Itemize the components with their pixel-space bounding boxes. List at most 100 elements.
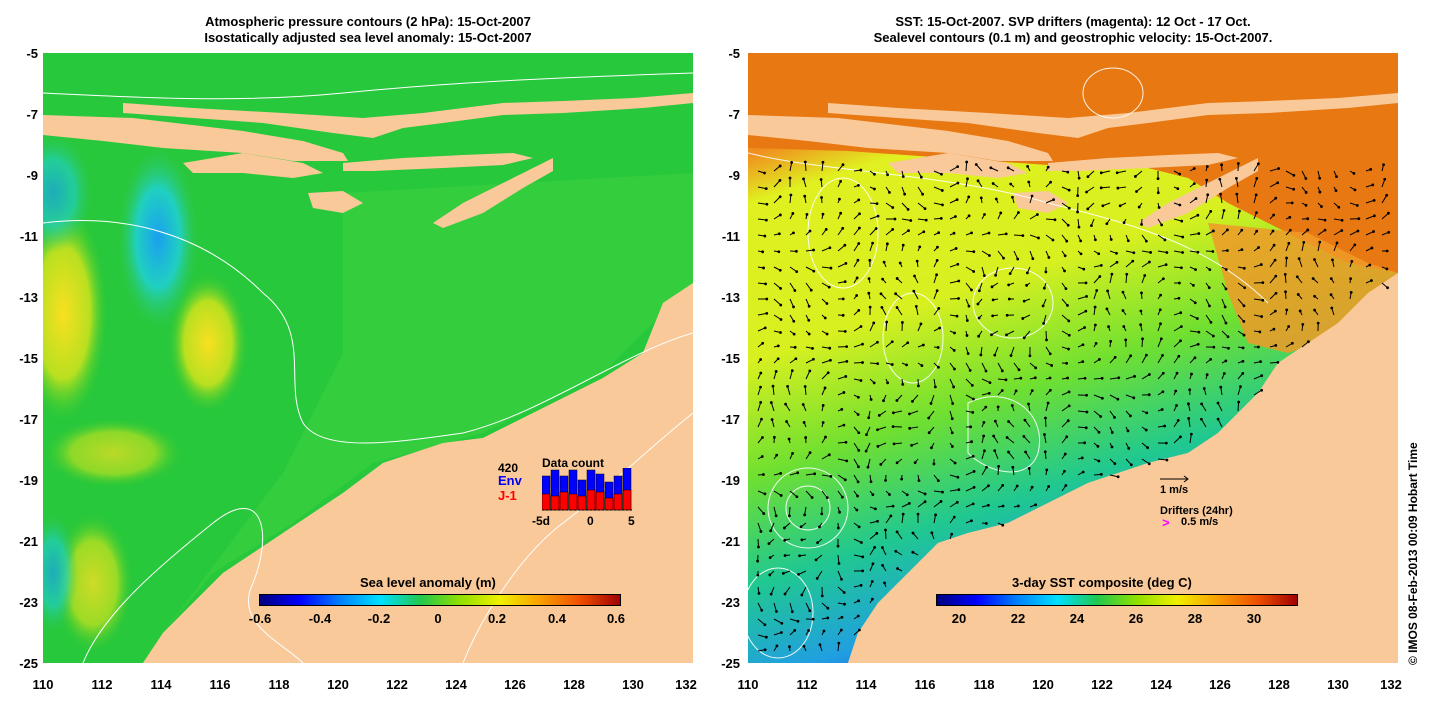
velocity-arrow-head [1241,359,1245,363]
velocity-arrow-head [1081,360,1085,364]
velocity-arrow [1205,194,1209,204]
velocity-arrow-head [839,628,843,632]
sst-colorbar-tick: 20 [951,611,967,626]
velocity-arrow-head [867,291,871,295]
velocity-arrow-head [955,314,959,318]
velocity-arrow [1008,451,1015,460]
velocity-arrow-head [814,558,818,562]
right-y-tick: -19 [721,473,740,488]
velocity-arrow-head [776,357,780,361]
velocity-arrow [933,274,938,284]
velocity-arrow-head [1034,366,1038,370]
left-y-tick: -5 [26,46,38,61]
velocity-arrow-head [992,434,996,438]
velocity-arrow [933,501,942,508]
velocity-arrow-head [1094,342,1098,345]
velocity-arrow-head [761,250,765,254]
velocity-arrow [885,322,888,332]
velocity-arrow-head [917,384,920,388]
velocity-arrow-head [1274,344,1278,347]
velocity-arrow-head [795,495,799,499]
velocity-arrow-head [970,383,974,387]
velocity-arrow-head [1304,203,1308,207]
velocity-arrow-head [884,528,887,532]
geostrophic-velocity-field [756,160,1391,652]
velocity-arrow [869,341,878,348]
velocity-arrow-head [930,446,933,450]
velocity-arrow-head [760,417,763,421]
left-y-tick: -25 [19,656,38,671]
velocity-arrow-head [837,641,841,645]
velocity-arrow-head [1053,218,1057,222]
velocity-arrow-head [857,198,861,202]
velocity-arrow-head [955,198,959,202]
velocity-arrow-head [774,514,778,518]
right-x-tick: 130 [1327,677,1349,692]
velocity-arrow-head [955,500,959,504]
velocity-arrow-head [938,326,942,330]
velocity-arrow-head [986,503,990,507]
velocity-arrow-head [1082,267,1086,271]
velocity-arrow [757,634,767,638]
velocity-arrow-head [1176,418,1180,422]
data-count-number: 420 [498,461,519,475]
velocity-arrow-head [793,289,797,292]
velocity-arrow [787,386,791,396]
velocity-arrow-head [929,402,933,405]
velocity-arrow [997,250,1004,259]
velocity-arrow-head [779,303,783,307]
velocity-arrow-head [905,363,908,367]
velocity-arrow-head [952,349,956,352]
velocity-arrow-head [1002,256,1005,260]
velocity-arrow-head [1106,289,1109,293]
velocity-arrow-head [1318,190,1322,194]
velocity-arrow-head [869,480,873,484]
left-y-tick: -19 [19,473,38,488]
velocity-arrow-head [791,451,794,455]
velocity-arrow-head [1063,269,1066,273]
velocity-arrow-head [1080,456,1084,460]
velocity-arrow-head [760,608,764,612]
velocity-arrow-head [802,177,805,181]
velocity-arrow-head [1227,346,1230,350]
velocity-arrow-head [1027,467,1031,470]
right-x-tick: 116 [914,677,936,692]
velocity-scale-arrow [1160,475,1189,483]
velocity-arrow-head [1135,190,1138,193]
velocity-arrow-head [1313,308,1316,312]
velocity-arrow-head [1084,426,1088,430]
velocity-arrow [901,202,909,210]
velocity-arrow-head [859,379,863,382]
sla-colorbar-title: Sea level anomaly (m) [360,575,496,590]
velocity-arrow [1253,163,1259,172]
velocity-arrow-head [1234,176,1238,180]
velocity-arrow-head [792,305,795,309]
velocity-arrow-head [984,369,988,373]
velocity-arrow [1253,298,1263,301]
velocity-arrow-head [1066,223,1070,227]
velocity-arrow [805,282,812,291]
velocity-arrow-head [1323,228,1327,232]
pressure-contour [43,72,693,100]
velocity-arrow-head [882,260,886,264]
velocity-arrow-head [957,488,961,492]
velocity-arrow [1317,242,1321,252]
velocity-arrow-head [1370,246,1374,250]
velocity-arrow-head [1258,330,1262,334]
velocity-arrow-head [807,318,811,322]
right-y-tick: -15 [721,351,740,366]
velocity-arrow-head [1181,251,1185,254]
velocity-arrow-head [1125,272,1129,276]
velocity-arrow-head [1005,333,1008,337]
velocity-arrow-head [901,382,905,386]
sst-colorbar-tick: 24 [1069,611,1085,626]
velocity-arrow-head [994,273,998,277]
velocity-arrow [1141,354,1147,364]
velocity-arrow-head [824,227,828,231]
velocity-arrow [1157,355,1163,364]
right-y-tick: -13 [721,290,740,305]
sumba-island [308,191,363,213]
velocity-arrow [757,202,767,205]
velocity-arrow-head [759,358,763,361]
velocity-arrow-head [855,294,859,297]
